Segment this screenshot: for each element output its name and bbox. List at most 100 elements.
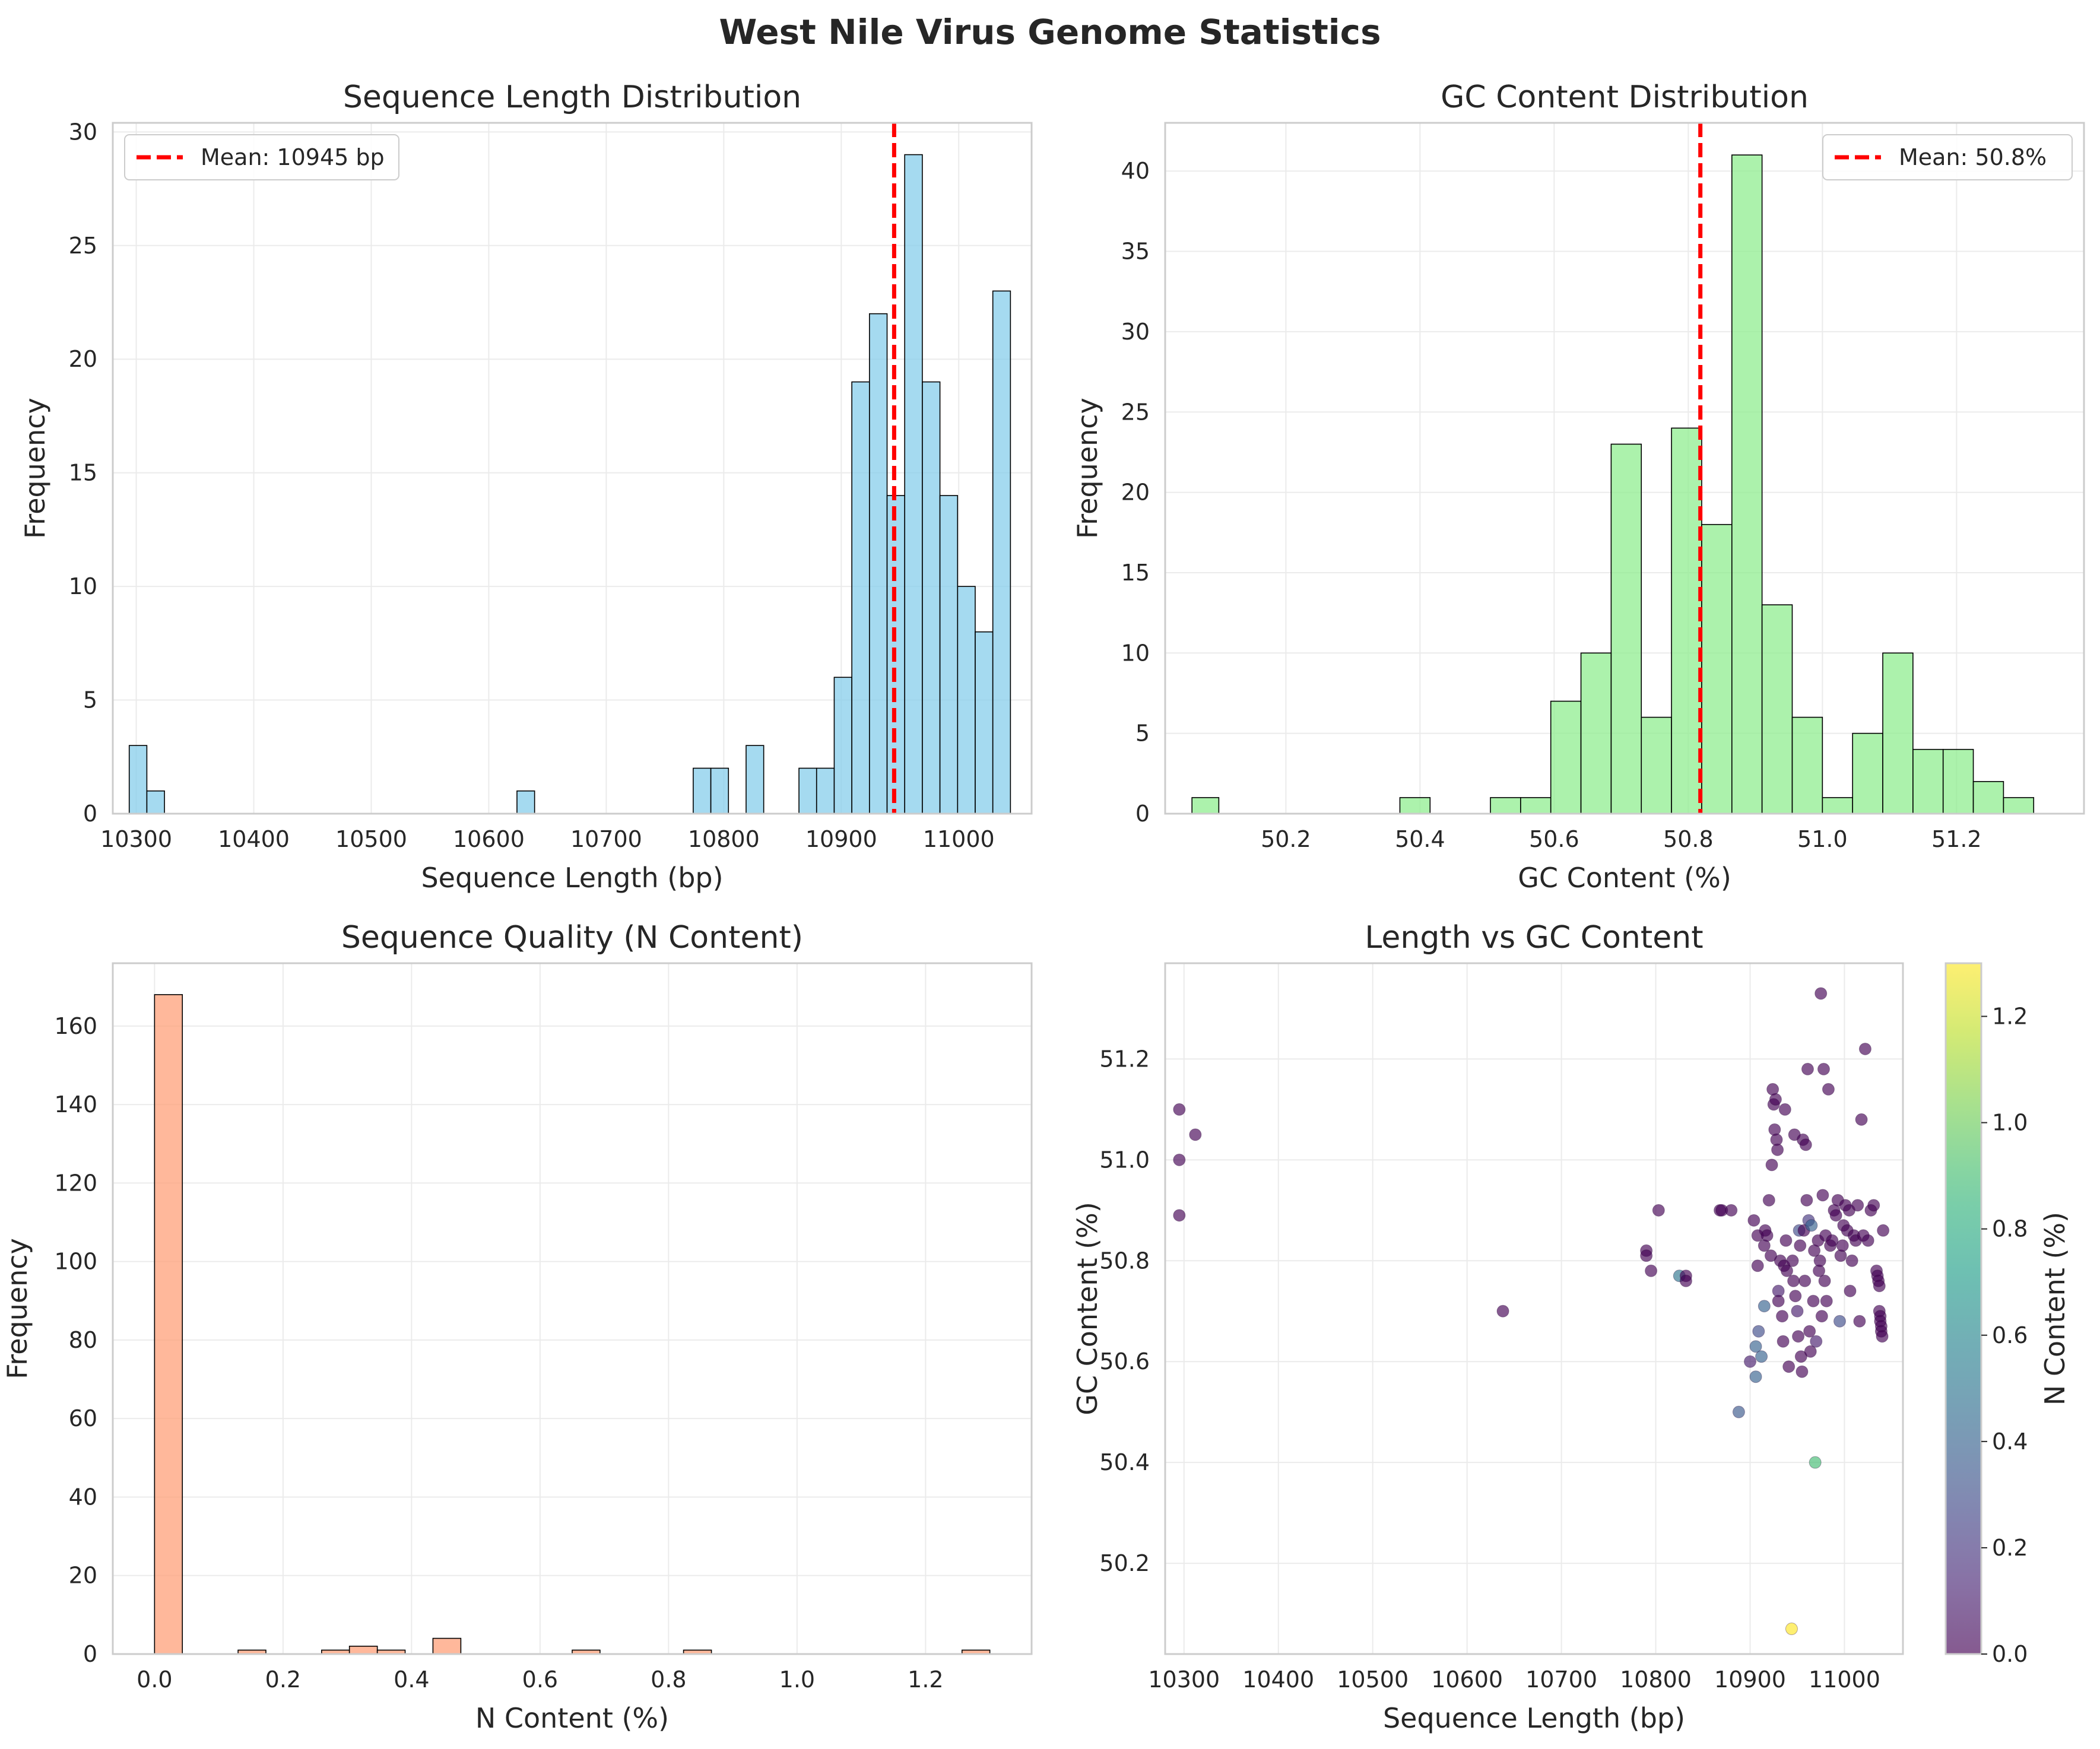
histogram-bar [1610, 443, 1642, 814]
histogram-bar [1671, 427, 1702, 814]
scatter-point [1813, 1254, 1826, 1267]
scatter-point [1807, 1294, 1820, 1307]
histogram-bar [1972, 781, 2004, 814]
scatter-point [1782, 1360, 1796, 1373]
scatter-point [1751, 1259, 1764, 1272]
scatter-point [1855, 1113, 1868, 1126]
y-tick-label: 20 [69, 1563, 97, 1589]
x-tick-label: 10500 [1337, 1667, 1409, 1693]
y-tick-label: 20 [1121, 480, 1150, 506]
histogram-bar [1822, 797, 1853, 814]
scatter-point [1749, 1370, 1762, 1383]
axes-frame [1164, 122, 2085, 815]
histogram-bar [1641, 716, 1672, 814]
scatter-point [1496, 1304, 1509, 1318]
figure-title: West Nile Virus Genome Statistics [719, 12, 1381, 52]
y-tick-label: 15 [1121, 560, 1150, 586]
scatter-point [1796, 1365, 1809, 1378]
histogram-bar [710, 767, 729, 814]
colorbar-tick-label: 0.8 [1992, 1216, 2028, 1242]
scatter-point [1851, 1199, 1864, 1212]
scatter-point [1752, 1325, 1765, 1338]
histogram-bar [1882, 652, 1914, 814]
scatter-point [1836, 1239, 1849, 1252]
histogram-bar [1550, 700, 1582, 814]
x-tick-label: 1.2 [908, 1667, 943, 1693]
scatter-point [1764, 1249, 1777, 1262]
scatter-point [1810, 1335, 1823, 1348]
scatter-point [1769, 1093, 1782, 1106]
x-tick-label: 51.0 [1797, 826, 1848, 852]
histogram-bar [1701, 523, 1733, 814]
y-tick-label: 0 [1135, 801, 1150, 827]
x-tick-label: 10800 [688, 826, 760, 852]
scatter-point [1173, 1209, 1186, 1222]
y-tick-label: 80 [69, 1327, 97, 1353]
scatter-point [1822, 1083, 1835, 1096]
y-tick-label: 120 [54, 1170, 97, 1196]
scatter-point [1776, 1310, 1789, 1323]
histogram-bar [1490, 797, 1521, 814]
colorbar: 0.0 0.2 0.4 0.6 0.8 1.0 1.2 N Content (%) [1944, 962, 2071, 1667]
subplot-title: Sequence Length Distribution [343, 80, 801, 115]
scatter-point [1853, 1315, 1866, 1328]
x-axis-ticks: 50.2 50.4 50.6 50.8 51.0 51.2 [1261, 826, 1982, 852]
scatter-point [1877, 1224, 1890, 1237]
histogram-bar [1399, 797, 1431, 814]
colorbar-scale [1944, 962, 1982, 1655]
scatter-point [1747, 1214, 1760, 1227]
x-tick-label: 11000 [923, 826, 995, 852]
x-tick-label: 1.0 [779, 1667, 815, 1693]
y-tick-label: 30 [1121, 319, 1150, 345]
histogram-bar [851, 381, 870, 814]
histogram-bar [816, 767, 835, 814]
legend: Mean: 50.8% [1822, 134, 2073, 180]
histogram-bar [432, 1637, 462, 1655]
y-tick-label: 51.2 [1099, 1046, 1150, 1072]
scatter-point [1758, 1300, 1771, 1313]
scatter-point [1804, 1345, 1817, 1358]
scatter-point [1794, 1239, 1807, 1252]
axes-frame [112, 962, 1033, 1655]
scatter-point [1809, 1456, 1822, 1469]
scatter-point [1765, 1158, 1778, 1172]
axes-frame [1164, 962, 1904, 1655]
y-tick-label: 20 [69, 346, 97, 372]
scatter-point [1777, 1335, 1790, 1348]
scatter-point [1778, 1103, 1791, 1116]
histogram-bar [154, 994, 183, 1655]
y-axis-label: Frequency [19, 398, 51, 539]
x-axis-label: Sequence Length (bp) [1383, 1702, 1685, 1734]
histogram-bar [1520, 797, 1552, 814]
scatter-point [1173, 1153, 1186, 1166]
scatter-point [1867, 1199, 1880, 1212]
scatter-point [1800, 1193, 1813, 1207]
scatter-point [1173, 1103, 1186, 1116]
scatter-point [1749, 1340, 1762, 1353]
subplot-1: 10300 10400 10500 10600 10700 10800 10900 11000… [19, 80, 1033, 894]
y-axis-ticks: 0 5 10 15 20 25 30 35 40 [1121, 158, 1150, 827]
scatter-point [1743, 1355, 1756, 1368]
y-tick-label: 30 [69, 119, 97, 145]
x-tick-label: 50.4 [1395, 826, 1445, 852]
scatter-point [1845, 1254, 1858, 1267]
x-tick-label: 0.6 [522, 1667, 558, 1693]
y-tick-label: 50.8 [1099, 1248, 1150, 1274]
histogram-bar [922, 381, 941, 814]
legend: Mean: 10945 bp [124, 134, 399, 180]
y-tick-label: 25 [1121, 399, 1150, 425]
x-tick-label: 0.4 [394, 1667, 429, 1693]
scatter-point [1652, 1204, 1665, 1217]
x-tick-label: 10500 [335, 826, 407, 852]
y-axis-label: Frequency [1, 1238, 33, 1379]
legend-label: Mean: 10945 bp [201, 144, 385, 170]
y-tick-label: 5 [1135, 720, 1150, 747]
x-tick-label: 50.2 [1261, 826, 1311, 852]
y-axis-ticks: 50.2 50.4 50.6 50.8 51.0 51.2 [1099, 1046, 1150, 1576]
x-tick-label: 10400 [218, 826, 290, 852]
histogram-bar [516, 790, 535, 814]
scatter-point [1787, 1274, 1800, 1287]
x-tick-label: 50.6 [1529, 826, 1579, 852]
scatter-point [1816, 1189, 1829, 1202]
